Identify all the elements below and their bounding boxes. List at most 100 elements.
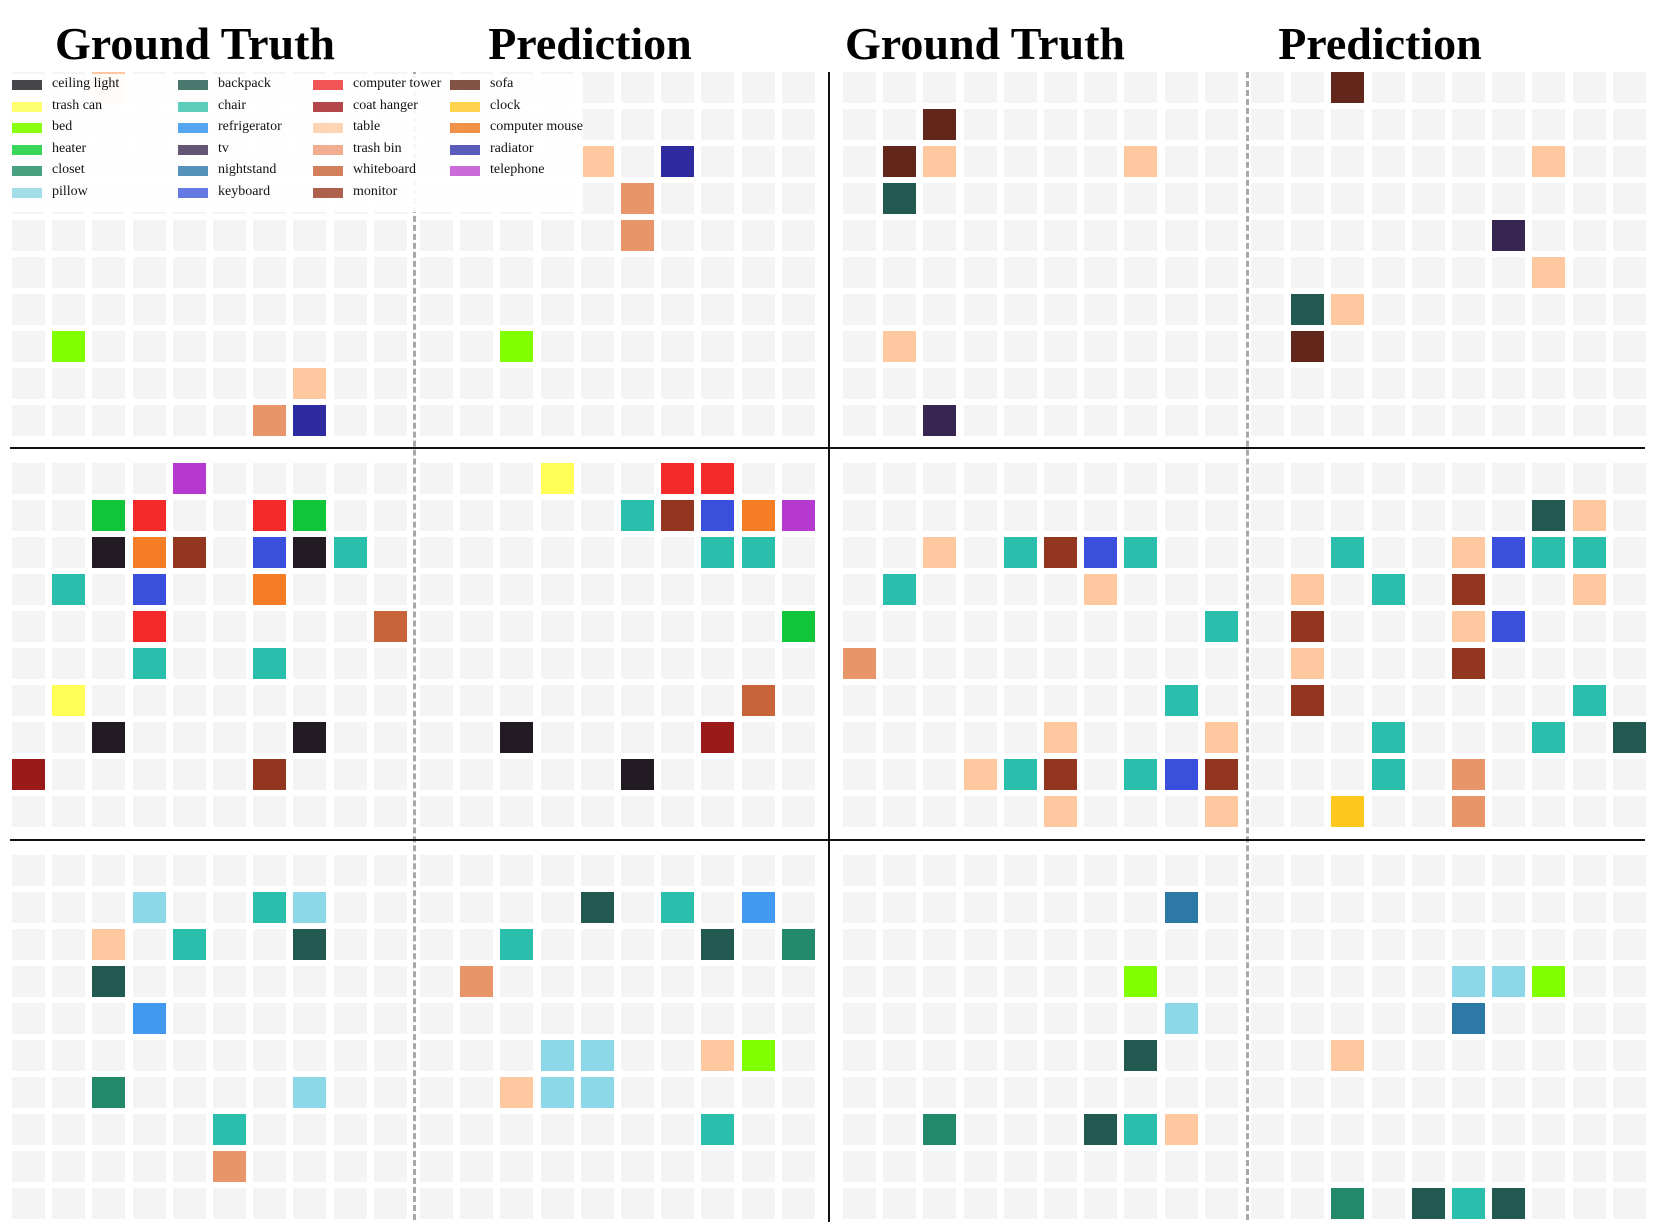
empty-cell: [1613, 405, 1646, 436]
title-prediction-left: Prediction: [488, 18, 692, 69]
empty-cell: [500, 855, 533, 886]
empty-cell: [883, 500, 916, 531]
empty-cell: [1492, 1040, 1525, 1071]
object-cell: [1044, 796, 1077, 827]
empty-cell: [1084, 294, 1117, 325]
object-cell: [293, 892, 326, 923]
empty-cell: [782, 146, 815, 177]
empty-cell: [52, 257, 85, 288]
empty-cell: [782, 1077, 815, 1108]
empty-cell: [923, 1151, 956, 1182]
empty-cell: [52, 855, 85, 886]
empty-cell: [1492, 648, 1525, 679]
empty-cell: [1044, 1151, 1077, 1182]
empty-cell: [1573, 1040, 1606, 1071]
empty-cell: [964, 1114, 997, 1145]
object-cell: [1291, 574, 1324, 605]
empty-cell: [12, 257, 45, 288]
empty-cell: [1412, 537, 1445, 568]
empty-cell: [742, 220, 775, 251]
empty-cell: [1613, 183, 1646, 214]
empty-cell: [923, 796, 956, 827]
empty-cell: [661, 1003, 694, 1034]
empty-cell: [883, 1003, 916, 1034]
empty-cell: [1452, 1077, 1485, 1108]
empty-cell: [1452, 109, 1485, 140]
empty-cell: [1205, 146, 1238, 177]
object-cell: [1412, 1188, 1445, 1219]
empty-cell: [1492, 146, 1525, 177]
empty-cell: [1004, 1003, 1037, 1034]
empty-cell: [1331, 855, 1364, 886]
empty-cell: [12, 722, 45, 753]
empty-cell: [1573, 1151, 1606, 1182]
empty-cell: [420, 537, 453, 568]
empty-cell: [1084, 685, 1117, 716]
empty-cell: [1331, 109, 1364, 140]
empty-cell: [1613, 611, 1646, 642]
empty-cell: [1532, 109, 1565, 140]
empty-cell: [1492, 405, 1525, 436]
empty-cell: [293, 855, 326, 886]
empty-cell: [701, 796, 734, 827]
empty-cell: [1044, 294, 1077, 325]
object-cell: [1331, 294, 1364, 325]
empty-cell: [581, 1003, 614, 1034]
row-divider-2: [10, 839, 1645, 841]
empty-cell: [1372, 500, 1405, 531]
empty-cell: [541, 929, 574, 960]
empty-cell: [1372, 1077, 1405, 1108]
empty-cell: [541, 796, 574, 827]
empty-cell: [1532, 929, 1565, 960]
object-cell: [1452, 648, 1485, 679]
empty-cell: [1084, 146, 1117, 177]
empty-cell: [1291, 537, 1324, 568]
empty-cell: [1251, 1003, 1284, 1034]
object-cell: [701, 929, 734, 960]
empty-cell: [1291, 183, 1324, 214]
legend-label: keyboard: [218, 184, 271, 199]
empty-cell: [1084, 966, 1117, 997]
empty-cell: [420, 796, 453, 827]
empty-cell: [964, 574, 997, 605]
empty-cell: [133, 294, 166, 325]
empty-cell: [1573, 892, 1606, 923]
empty-cell: [883, 220, 916, 251]
empty-cell: [133, 257, 166, 288]
empty-cell: [420, 759, 453, 790]
empty-cell: [1165, 1188, 1198, 1219]
object-cell: [1532, 500, 1565, 531]
object-cell: [1492, 1188, 1525, 1219]
empty-cell: [420, 294, 453, 325]
empty-cell: [133, 405, 166, 436]
empty-cell: [1532, 1040, 1565, 1071]
empty-cell: [213, 796, 246, 827]
empty-cell: [460, 574, 493, 605]
empty-cell: [742, 574, 775, 605]
empty-cell: [1291, 1114, 1324, 1145]
object-cell: [541, 1040, 574, 1071]
empty-cell: [92, 1040, 125, 1071]
object-cell: [173, 463, 206, 494]
empty-cell: [1372, 331, 1405, 362]
empty-cell: [541, 648, 574, 679]
legend-label: sofa: [490, 76, 514, 91]
empty-cell: [12, 574, 45, 605]
empty-cell: [1044, 648, 1077, 679]
empty-cell: [1291, 1077, 1324, 1108]
empty-cell: [541, 1151, 574, 1182]
empty-cell: [1044, 1077, 1077, 1108]
empty-cell: [964, 220, 997, 251]
empty-cell: [1044, 146, 1077, 177]
empty-cell: [701, 611, 734, 642]
empty-cell: [1124, 109, 1157, 140]
empty-cell: [213, 1188, 246, 1219]
empty-cell: [1372, 146, 1405, 177]
empty-cell: [883, 72, 916, 103]
empty-cell: [883, 611, 916, 642]
empty-cell: [1004, 257, 1037, 288]
empty-cell: [1044, 500, 1077, 531]
empty-cell: [843, 1077, 876, 1108]
empty-cell: [1532, 368, 1565, 399]
empty-cell: [374, 294, 407, 325]
